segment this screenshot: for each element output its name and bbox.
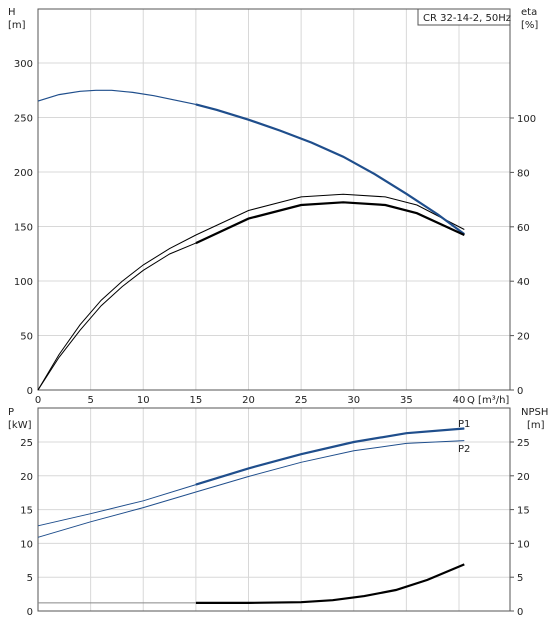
bottom-ylabel-right-line2: [m]: [527, 420, 545, 431]
top-x-tick-label: 40: [453, 395, 466, 406]
top-x-tick-label: 0: [35, 395, 41, 406]
top-x-tick-label: 30: [347, 395, 360, 406]
top-y-tick-left: 200: [14, 168, 33, 179]
bottom-plot-frame: [37, 407, 511, 612]
head-efficiency-chart: 0 5 10 15 20 25 30 35 40 0 50 100 150 200 250 300 0 20 40 6…: [8, 7, 538, 406]
bottom-ylabel-right-line1: NPSH: [521, 407, 548, 418]
x-axis-label: Q [m³/h]: [467, 395, 509, 406]
top-y-tick-right: 80: [517, 168, 530, 179]
bottom-y-tick-right: 25: [517, 438, 530, 449]
top-ylabel-left-line2: [m]: [8, 20, 26, 31]
top-x-tick-label: 15: [190, 395, 203, 406]
bottom-y-tick-left: 20: [20, 472, 33, 483]
top-ylabel-left-line1: H: [8, 7, 16, 18]
top-y-tick-left: 50: [20, 332, 33, 343]
bottom-series-line-2: [195, 563, 465, 604]
bottom-y-tick-left: 5: [27, 573, 33, 584]
top-y-tick-right: 0: [517, 386, 523, 397]
top-y-tick-right: 20: [517, 332, 530, 343]
top-y-tick-left: 100: [14, 277, 33, 288]
top-x-tick-label: 25: [295, 395, 308, 406]
top-y-tick-right: 100: [517, 114, 536, 125]
bottom-y-tick-right: 10: [517, 539, 530, 550]
bottom-y-tick-left: 25: [20, 438, 33, 449]
top-x-tick-label: 5: [87, 395, 93, 406]
top-plot-frame: [37, 8, 511, 391]
top-y-tick-right: 40: [517, 277, 530, 288]
top-series-line-1: [37, 193, 465, 391]
top-ylabel-right-line1: eta: [521, 7, 537, 18]
bottom-y-tick-left: 15: [20, 506, 33, 517]
bottom-series-operating-p1: [195, 427, 465, 486]
top-y-tick-left: 0: [27, 386, 33, 397]
top-y-tick-left: 300: [14, 59, 33, 70]
bottom-ylabel-left-line2: [kW]: [8, 420, 32, 431]
top-y-tick-left: 250: [14, 114, 33, 125]
top-series-operating-2: [195, 201, 465, 245]
series-label-p1: P1: [458, 419, 470, 430]
top-x-tick-label: 35: [400, 395, 413, 406]
bottom-y-tick-right: 0: [517, 607, 523, 618]
series-label-p2: P2: [458, 444, 470, 455]
bottom-series-line-1: [37, 440, 465, 538]
bottom-ylabel-left-line1: P: [8, 407, 14, 418]
bottom-y-tick-left: 0: [27, 607, 33, 618]
top-ylabel-right-line2: [%]: [521, 20, 538, 31]
bottom-y-tick-right: 15: [517, 506, 530, 517]
chart-title: CR 32-14-2, 50Hz: [423, 13, 511, 24]
bottom-y-tick-left: 10: [20, 539, 33, 550]
title-box: [417, 8, 511, 26]
bottom-y-tick-right: 5: [517, 573, 523, 584]
top-x-tick-label: 20: [242, 395, 255, 406]
top-x-tick-label: 10: [137, 395, 150, 406]
top-y-tick-left: 150: [14, 223, 33, 234]
bottom-y-tick-right: 20: [517, 472, 530, 483]
top-y-tick-right: 60: [517, 223, 530, 234]
top-series-operating-0: [195, 103, 465, 235]
